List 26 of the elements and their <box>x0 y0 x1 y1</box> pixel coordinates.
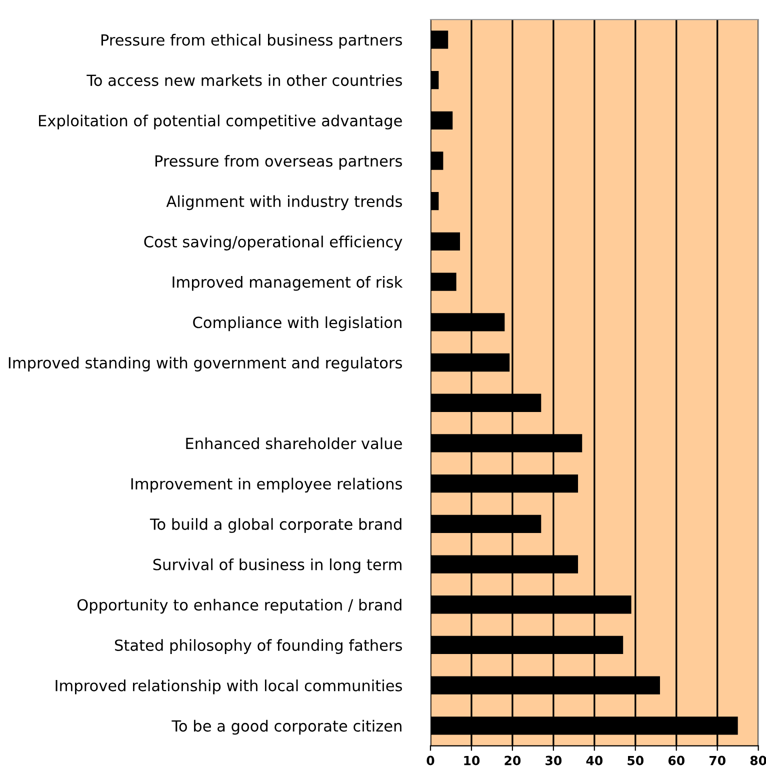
x-tick-label: 70 <box>710 756 726 766</box>
y-tick-label: Improved management of risk <box>172 276 403 291</box>
y-tick-label: Exploitation of potential competitive advantage <box>39 114 402 130</box>
y-tick-label: Improved relationship with local communities <box>56 680 402 694</box>
y-tick-label: To build a global corporate brand <box>150 518 402 533</box>
y-tick-label: Stated philosophy of founding fathers <box>115 639 402 654</box>
y-tick-label: Improved standing with government and regulators <box>8 356 402 372</box>
y-tick-label: To access new markets in other countries <box>86 74 402 86</box>
x-tick-label: 60 <box>668 756 684 766</box>
y-tick-label: To be a good corporate citizen <box>172 720 402 735</box>
y-tick-label: Cost saving/operational efficiency <box>144 236 402 250</box>
x-tick-label: 40 <box>586 756 603 766</box>
y-tick-label: Opportunity to enhance reputation / brand <box>77 598 402 614</box>
x-tick-label: 80 <box>750 756 766 766</box>
y-tick-label: Compliance with legislation <box>193 316 402 332</box>
x-tick-label: 0 <box>426 756 434 766</box>
y-tick-label: Survival of business in long term <box>153 558 402 574</box>
y-tick-label: Pressure from overseas partners <box>155 154 402 170</box>
y-tick-label: Improvement in employee relations <box>131 478 402 493</box>
y-tick-label: Enhanced shareholder value <box>186 437 402 450</box>
y-tick-label: Pressure from ethical business partners <box>101 34 402 49</box>
x-tick-label: 30 <box>546 756 562 766</box>
x-tick-label: 50 <box>628 756 644 766</box>
x-tick-label: 10 <box>464 756 480 766</box>
y-tick-label: Alignment with industry trends <box>166 195 402 210</box>
x-tick-label: 20 <box>504 756 521 766</box>
